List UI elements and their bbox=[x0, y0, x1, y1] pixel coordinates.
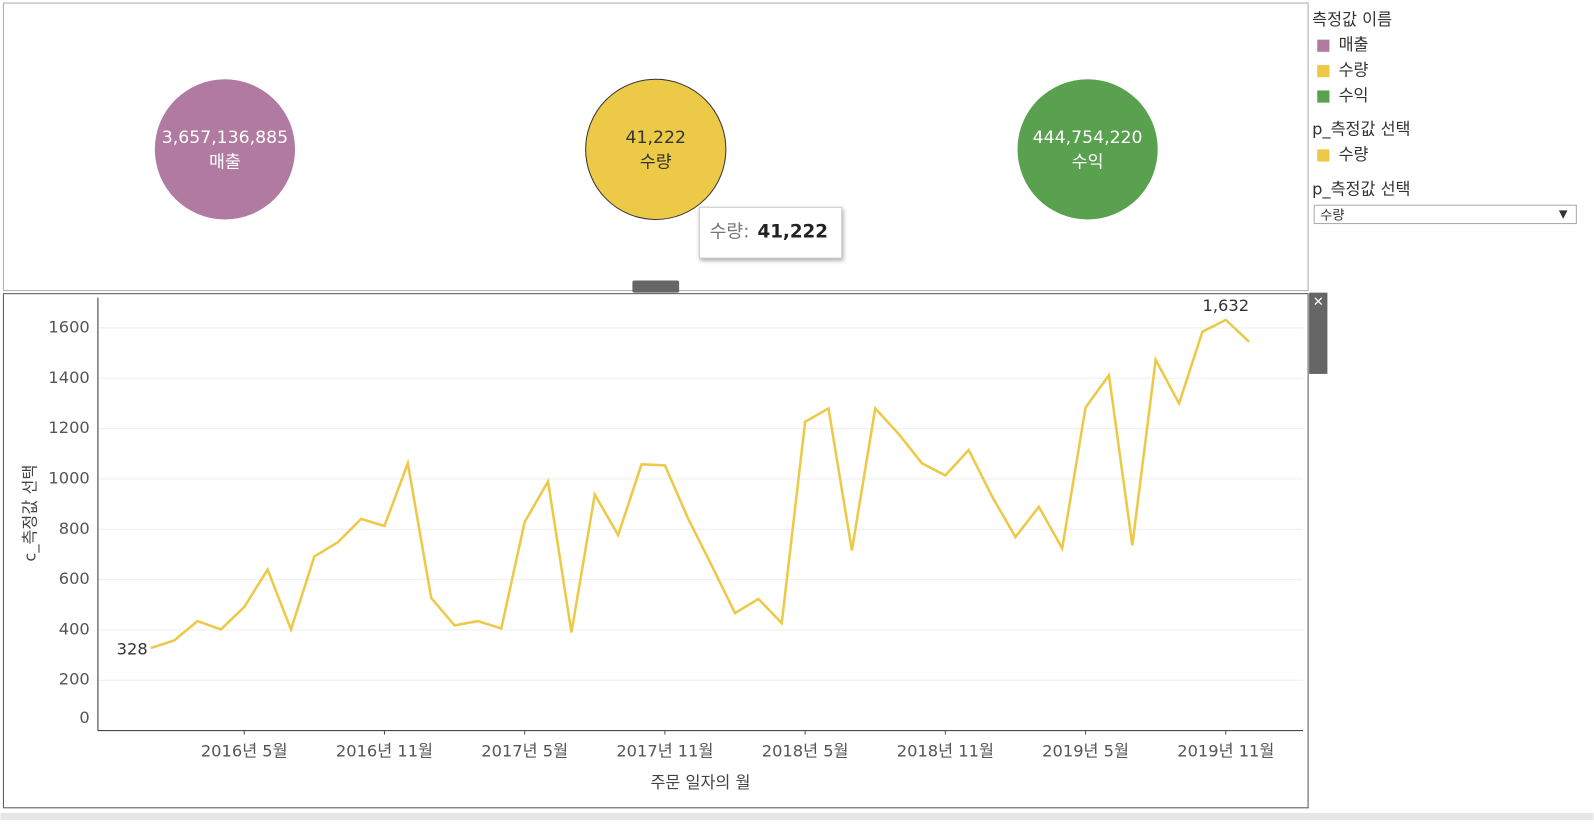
kpi-value: 444,754,220 bbox=[1033, 128, 1143, 148]
y-tick-label: 800 bbox=[59, 519, 90, 538]
tooltip-label: 수량: bbox=[710, 222, 750, 243]
x-tick-label: 2016년 11월 bbox=[336, 741, 433, 760]
y-tick-label: 0 bbox=[79, 708, 89, 727]
y-tick-label: 600 bbox=[59, 569, 90, 588]
tooltip-text: 수량: 41,222 bbox=[710, 222, 828, 243]
x-tick-label: 2017년 11월 bbox=[616, 741, 713, 760]
kpi-name: 수익 bbox=[1072, 153, 1104, 173]
dropdown[interactable] bbox=[1313, 204, 1577, 225]
x-tick-label: 2019년 11월 bbox=[1177, 741, 1274, 760]
dropdown-arrow: ▼ bbox=[1559, 207, 1568, 220]
x-tick-label: 2016년 5월 bbox=[201, 741, 288, 760]
y-tick-label: 200 bbox=[59, 670, 90, 689]
legend-label: 수익 bbox=[1339, 86, 1369, 105]
y-tick-label: 1600 bbox=[48, 317, 89, 336]
resize-handle[interactable] bbox=[632, 280, 680, 293]
dropdown-value: 수량 bbox=[1320, 207, 1344, 223]
parameter-title: p_측정값 선택 bbox=[1312, 180, 1410, 200]
kpi-circle bbox=[1017, 79, 1158, 220]
y-axis-label: c_측정값 선택 bbox=[20, 465, 40, 562]
tab-bar bbox=[0, 812, 1594, 820]
parameter-legend-title: p_측정값 선택 bbox=[1312, 120, 1410, 140]
toolbar[interactable] bbox=[1309, 292, 1328, 374]
x-axis-label: 주문 일자의 월 bbox=[650, 773, 750, 792]
x-tick-label: 2019년 5월 bbox=[1042, 741, 1129, 760]
y-tick-label: 1200 bbox=[48, 418, 89, 437]
kpi-value: 3,657,136,885 bbox=[162, 128, 288, 148]
legend-label: 수량 bbox=[1339, 145, 1369, 164]
data-label: 1,632 bbox=[1203, 296, 1250, 315]
tooltip-value: 41,222 bbox=[758, 222, 829, 243]
close-icon[interactable]: ✕ bbox=[1313, 295, 1324, 310]
y-tick-label: 400 bbox=[59, 619, 90, 638]
kpi-value: 41,222 bbox=[626, 128, 686, 148]
legend-label: 수량 bbox=[1339, 61, 1369, 80]
legend-swatch bbox=[1317, 90, 1330, 103]
x-tick-label: 2018년 5월 bbox=[762, 741, 849, 760]
kpi-circle bbox=[585, 78, 727, 220]
y-tick-label: 1400 bbox=[48, 368, 89, 387]
line bbox=[150, 318, 1251, 650]
data-label: 328 bbox=[117, 640, 148, 659]
legend-swatch bbox=[1317, 39, 1330, 52]
kpi-name: 수량 bbox=[640, 153, 672, 173]
y-tick-label: 1000 bbox=[48, 468, 89, 487]
tooltip bbox=[698, 206, 843, 259]
x-tick-label: 2017년 5월 bbox=[481, 741, 568, 760]
legend-label: 매출 bbox=[1339, 35, 1369, 54]
kpi-circle bbox=[154, 79, 296, 220]
kpi-name: 매출 bbox=[209, 153, 241, 173]
x-tick-label: 2018년 11월 bbox=[897, 741, 994, 760]
legend-swatch bbox=[1317, 65, 1330, 78]
legend-swatch bbox=[1317, 149, 1330, 162]
chart-panel bbox=[2, 293, 1309, 809]
legend-title: 측정값 이름 bbox=[1312, 10, 1392, 29]
